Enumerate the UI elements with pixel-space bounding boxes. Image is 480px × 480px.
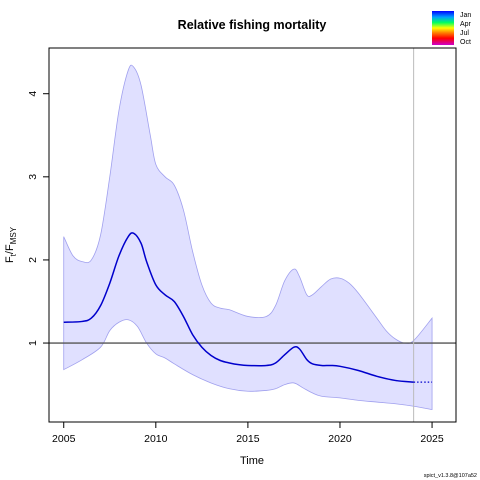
plot-frame [48,47,457,423]
y-tick-label-4: 4 [27,91,39,97]
y-label-sub-t: t [9,253,18,256]
x-tick-label-2025: 2025 [420,433,444,445]
x-axis-label: Time [240,455,264,467]
series-estimate-line [63,232,414,383]
y-axis: 1 2 3 4 [27,91,49,346]
footer-version: spict_v1.3.8@107a52 [424,473,477,479]
x-tick-label-2010: 2010 [144,433,168,445]
legend-color-bar [432,11,454,45]
y-label-slash-f: /F [4,244,16,254]
y-label-sub-msy: MSY [9,226,18,244]
chart-title: Relative fishing mortality [178,18,327,32]
y-tick-label-1: 1 [27,340,39,346]
y-tick-label-3: 3 [27,174,39,180]
legend-label-jul: Jul [460,30,469,37]
legend-label-oct: Oct [460,39,471,46]
y-label-f: F [4,256,16,263]
y-axis-label: Ft/FMSY [4,226,18,263]
x-axis: 2005 2010 2015 2020 2025 [52,422,444,445]
confidence-band [63,64,433,411]
legend-label-apr: Apr [460,21,472,28]
x-tick-label-2020: 2020 [328,433,352,445]
legend-label-jan: Jan [460,12,471,19]
x-tick-label-2005: 2005 [52,433,76,445]
y-tick-label-2: 2 [27,257,39,263]
plot-area [48,47,457,423]
x-tick-label-2015: 2015 [236,433,260,445]
season-legend: Jan Apr Jul Oct [432,11,472,46]
